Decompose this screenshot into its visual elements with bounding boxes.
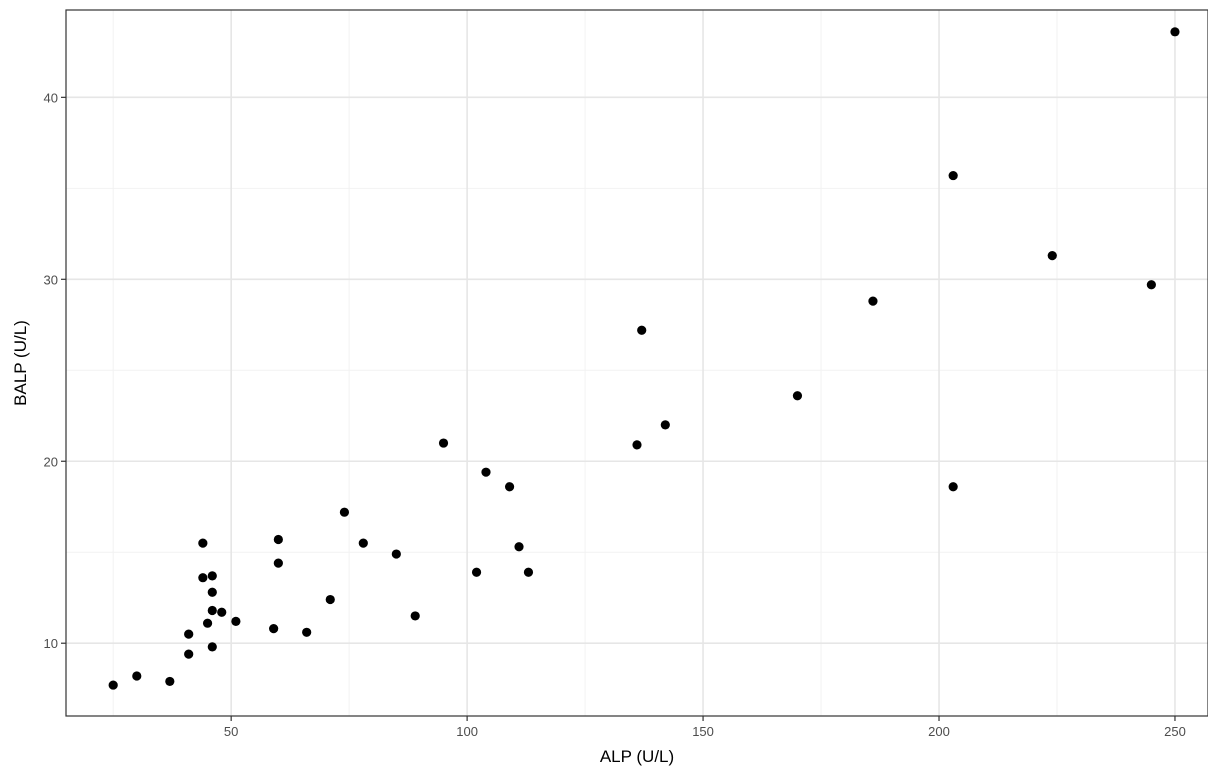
x-tick-label: 200 (928, 724, 950, 739)
plot-background (66, 10, 1208, 716)
data-point (471, 567, 482, 577)
data-point (231, 616, 241, 626)
data-point (504, 482, 515, 492)
data-point (660, 420, 670, 430)
data-point (358, 538, 368, 548)
y-axis-ticks: 10 20 30 40 (44, 90, 66, 651)
data-point (1146, 280, 1156, 290)
y-tick-label: 40 (44, 90, 58, 105)
y-tick-label: 30 (44, 272, 58, 287)
data-point (948, 170, 958, 181)
x-axis-ticks: 50 100 150 200 250 (224, 716, 1186, 739)
y-axis-title: BALP (U/L) (11, 320, 30, 406)
data-point (792, 391, 803, 401)
x-tick-label: 100 (456, 724, 478, 739)
data-point (269, 624, 279, 634)
plot-border (65, 9, 1208, 717)
data-point (339, 507, 350, 517)
x-tick-label: 250 (1164, 724, 1186, 739)
data-point (273, 534, 283, 545)
y-tick-label: 20 (44, 454, 58, 469)
data-point (1170, 27, 1180, 37)
data-point (632, 440, 642, 450)
data-point (184, 649, 194, 659)
data-points (108, 27, 1180, 690)
y-tick-label: 10 (44, 636, 58, 651)
data-point (410, 611, 420, 621)
data-point (948, 482, 958, 492)
data-point (198, 573, 208, 583)
major-gridlines (66, 10, 1208, 716)
x-axis-title: ALP (U/L) (600, 747, 674, 766)
data-point (273, 558, 283, 568)
data-point (481, 467, 491, 477)
data-point (165, 676, 175, 687)
x-tick-label: 150 (692, 724, 714, 739)
x-tick-label: 50 (224, 724, 238, 739)
data-point (868, 296, 878, 306)
data-point (325, 594, 335, 605)
data-point (438, 438, 449, 448)
data-point (637, 325, 647, 335)
data-point (217, 607, 227, 617)
data-point (207, 571, 217, 581)
minor-gridlines (66, 10, 1208, 716)
data-point (514, 542, 524, 552)
data-point (302, 627, 312, 637)
data-point (132, 671, 142, 681)
data-point (198, 538, 208, 548)
data-point (1047, 251, 1057, 261)
data-point (207, 642, 217, 652)
data-point (207, 605, 217, 616)
data-point (523, 567, 534, 577)
data-point (202, 618, 213, 628)
data-point (207, 587, 217, 597)
data-point (184, 629, 194, 639)
data-point (391, 549, 401, 559)
data-point (108, 680, 118, 690)
